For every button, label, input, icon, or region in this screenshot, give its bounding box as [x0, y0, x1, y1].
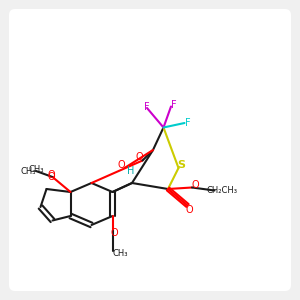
Text: F: F	[144, 101, 150, 112]
FancyBboxPatch shape	[9, 9, 291, 291]
Text: O: O	[118, 160, 125, 170]
Text: H: H	[127, 166, 134, 176]
Text: CH₃: CH₃	[28, 165, 44, 174]
Text: O: O	[185, 205, 193, 215]
Text: F: F	[171, 100, 177, 110]
Text: O: O	[110, 227, 118, 238]
Text: S: S	[178, 160, 185, 170]
Text: O: O	[47, 170, 55, 181]
Text: O: O	[191, 179, 199, 190]
Text: CH₃: CH₃	[112, 249, 128, 258]
Text: O: O	[47, 172, 55, 182]
Text: CH₂CH₃: CH₂CH₃	[206, 186, 238, 195]
Text: CH₃: CH₃	[21, 167, 36, 176]
Text: O: O	[136, 152, 143, 163]
Text: F: F	[185, 118, 190, 128]
